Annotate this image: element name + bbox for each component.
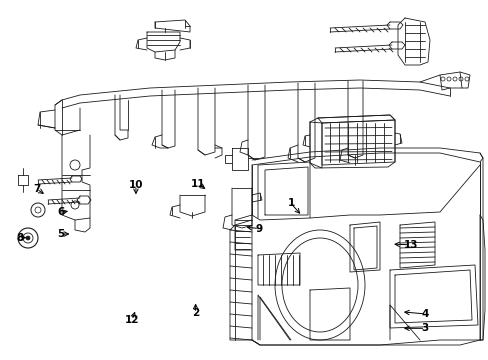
Text: 4: 4 <box>421 309 428 319</box>
Text: 6: 6 <box>58 207 64 217</box>
Text: 8: 8 <box>16 233 23 243</box>
Text: 1: 1 <box>287 198 294 208</box>
Text: 13: 13 <box>403 240 417 250</box>
Text: 7: 7 <box>33 184 41 194</box>
Text: 3: 3 <box>421 323 428 333</box>
Text: 9: 9 <box>255 224 262 234</box>
Text: 11: 11 <box>190 179 205 189</box>
Text: 10: 10 <box>128 180 143 190</box>
Text: 5: 5 <box>58 229 64 239</box>
Text: 2: 2 <box>192 308 199 318</box>
Text: 12: 12 <box>124 315 139 325</box>
Circle shape <box>26 236 30 240</box>
